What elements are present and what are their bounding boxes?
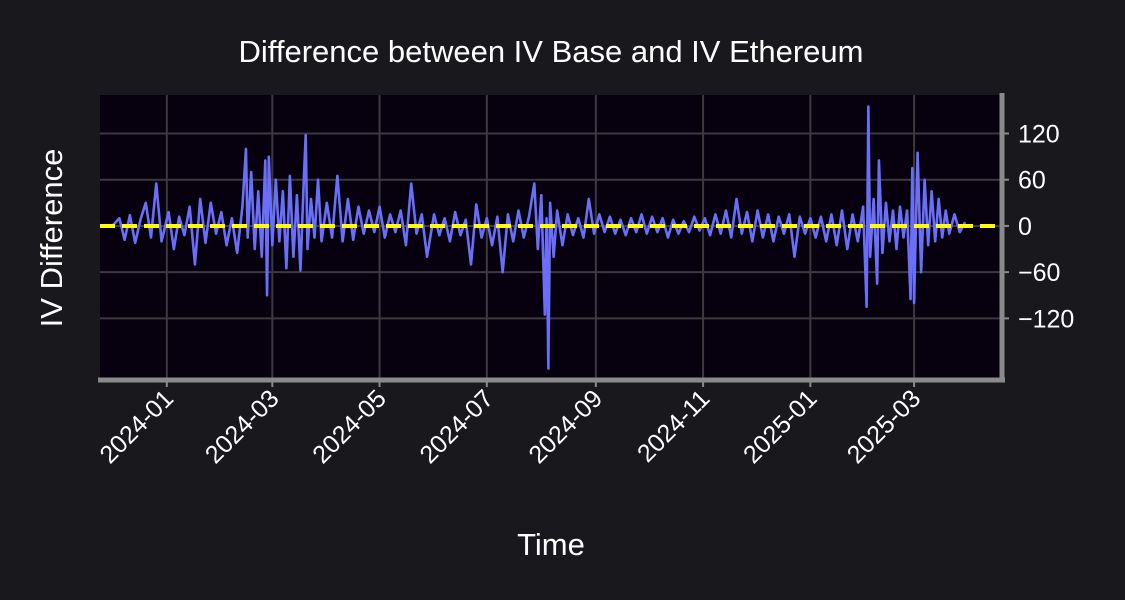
x-tick-label: 2024-05 — [307, 384, 392, 469]
x-tick-label: 2025-03 — [842, 384, 927, 469]
y-tick-label: 60 — [1018, 167, 1046, 195]
x-axis-label: Time — [517, 527, 585, 562]
y-axis-label: IV Difference — [34, 149, 69, 328]
y-tick-label: −120 — [1018, 305, 1074, 333]
series-line-0 — [111, 105, 967, 370]
x-tick-label: 2024-11 — [632, 384, 715, 467]
x-ticks: 2024-01 2024-03 2024-05 2024-07 2024-09 2024-… — [94, 380, 926, 469]
y-tick-label: −60 — [1018, 259, 1060, 287]
y-ticks: 120 60 0 −60 −120 — [1002, 121, 1074, 333]
y-tick-label: 120 — [1018, 121, 1060, 149]
series-layer — [111, 105, 967, 370]
x-tick-label: 2024-01 — [94, 384, 179, 469]
chart-title: Difference between IV Base and IV Ethere… — [239, 34, 864, 69]
x-tick-label: 2024-09 — [523, 384, 608, 469]
y-tick-label: 0 — [1018, 213, 1032, 241]
x-tick-label: 2024-07 — [414, 384, 499, 469]
x-tick-label: 2025-01 — [738, 384, 823, 469]
x-tick-label: 2024-03 — [200, 384, 285, 469]
